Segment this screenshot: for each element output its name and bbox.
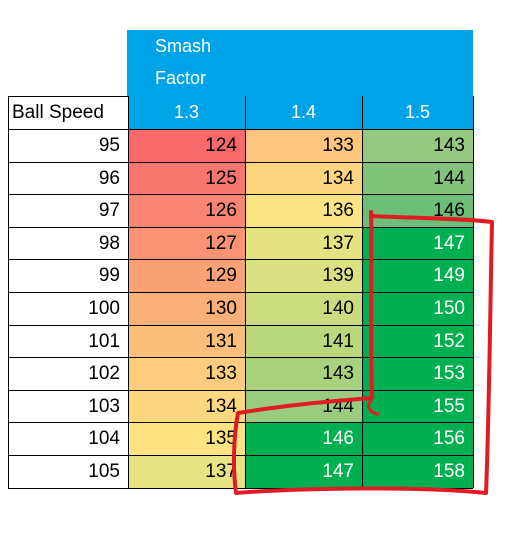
grid-line	[8, 129, 473, 130]
grid-line	[8, 389, 473, 391]
ball-speed-cell: 101	[88, 330, 120, 352]
distance-cell: 124	[128, 129, 245, 162]
distance-cell: 127	[128, 226, 245, 260]
grid-line	[8, 487, 473, 489]
distance-cell: 149	[362, 259, 473, 293]
ball-speed-cell: 98	[98, 232, 120, 254]
distance-cell: 144	[362, 161, 473, 195]
grid-line	[8, 455, 473, 456]
distance-cell: 144	[245, 389, 362, 423]
distance-cell: 133	[128, 357, 245, 391]
distance-cell: 156	[362, 422, 473, 456]
grid-line	[245, 96, 246, 488]
grid-line	[8, 357, 473, 359]
distance-cell: 152	[362, 324, 473, 358]
ball-speed-cell: 97	[98, 200, 120, 222]
column-header-1-3: 1.3	[128, 96, 245, 129]
distance-cell: 146	[245, 422, 362, 456]
ball-speed-cell: 104	[88, 428, 120, 450]
grid-line	[473, 96, 474, 488]
distance-cell: 136	[245, 194, 362, 228]
ball-speed-cell: 99	[98, 265, 120, 287]
smash-factor-title-line1: Smash	[155, 36, 212, 56]
distance-cell: 134	[128, 389, 245, 423]
ball-speed-cell: 102	[88, 363, 120, 385]
distance-cell: 133	[245, 129, 362, 162]
distance-cell: 147	[245, 455, 362, 488]
grid-line	[8, 292, 473, 293]
distance-cell: 125	[128, 161, 245, 195]
distance-cell: 146	[362, 194, 473, 228]
column-header-1-5: 1.5	[362, 96, 473, 129]
smash-factor-header: Smash Factor	[127, 30, 473, 96]
distance-cell: 129	[128, 259, 245, 293]
smash-factor-title-line2: Factor	[155, 68, 207, 88]
distance-cell: 137	[128, 455, 245, 488]
grid-line	[8, 259, 473, 261]
distance-cell: 135	[128, 422, 245, 456]
distance-cell: 139	[245, 259, 362, 293]
grid-line	[8, 96, 128, 97]
grid-line	[128, 96, 129, 488]
grid-line	[8, 226, 473, 228]
distance-cell: 158	[362, 455, 473, 488]
ball-speed-cell: 103	[88, 395, 120, 417]
distance-cell: 131	[128, 324, 245, 358]
column-header-1-4: 1.4	[245, 96, 362, 129]
distance-cell: 134	[245, 161, 362, 195]
distance-cell: 143	[362, 129, 473, 162]
distance-cell: 150	[362, 292, 473, 325]
distance-cell: 143	[245, 357, 362, 391]
distance-cell: 137	[245, 226, 362, 260]
distance-cell: 153	[362, 357, 473, 391]
grid-line	[8, 422, 473, 424]
distance-cell: 140	[245, 292, 362, 325]
distance-cell: 141	[245, 324, 362, 358]
distance-cell: 130	[128, 292, 245, 325]
distance-cell: 126	[128, 194, 245, 228]
grid-line	[8, 161, 473, 163]
grid-line	[8, 96, 9, 488]
ball-speed-cell: 96	[98, 167, 120, 189]
ball-speed-cell: 100	[88, 298, 120, 319]
grid-line	[8, 324, 473, 326]
ball-speed-cell: 95	[98, 135, 120, 156]
grid-line	[8, 194, 473, 196]
distance-cell: 147	[362, 226, 473, 260]
distance-cell: 155	[362, 389, 473, 423]
grid-line	[362, 96, 363, 488]
ball-speed-header: Ball Speed	[12, 102, 104, 123]
ball-speed-cell: 105	[88, 461, 120, 482]
